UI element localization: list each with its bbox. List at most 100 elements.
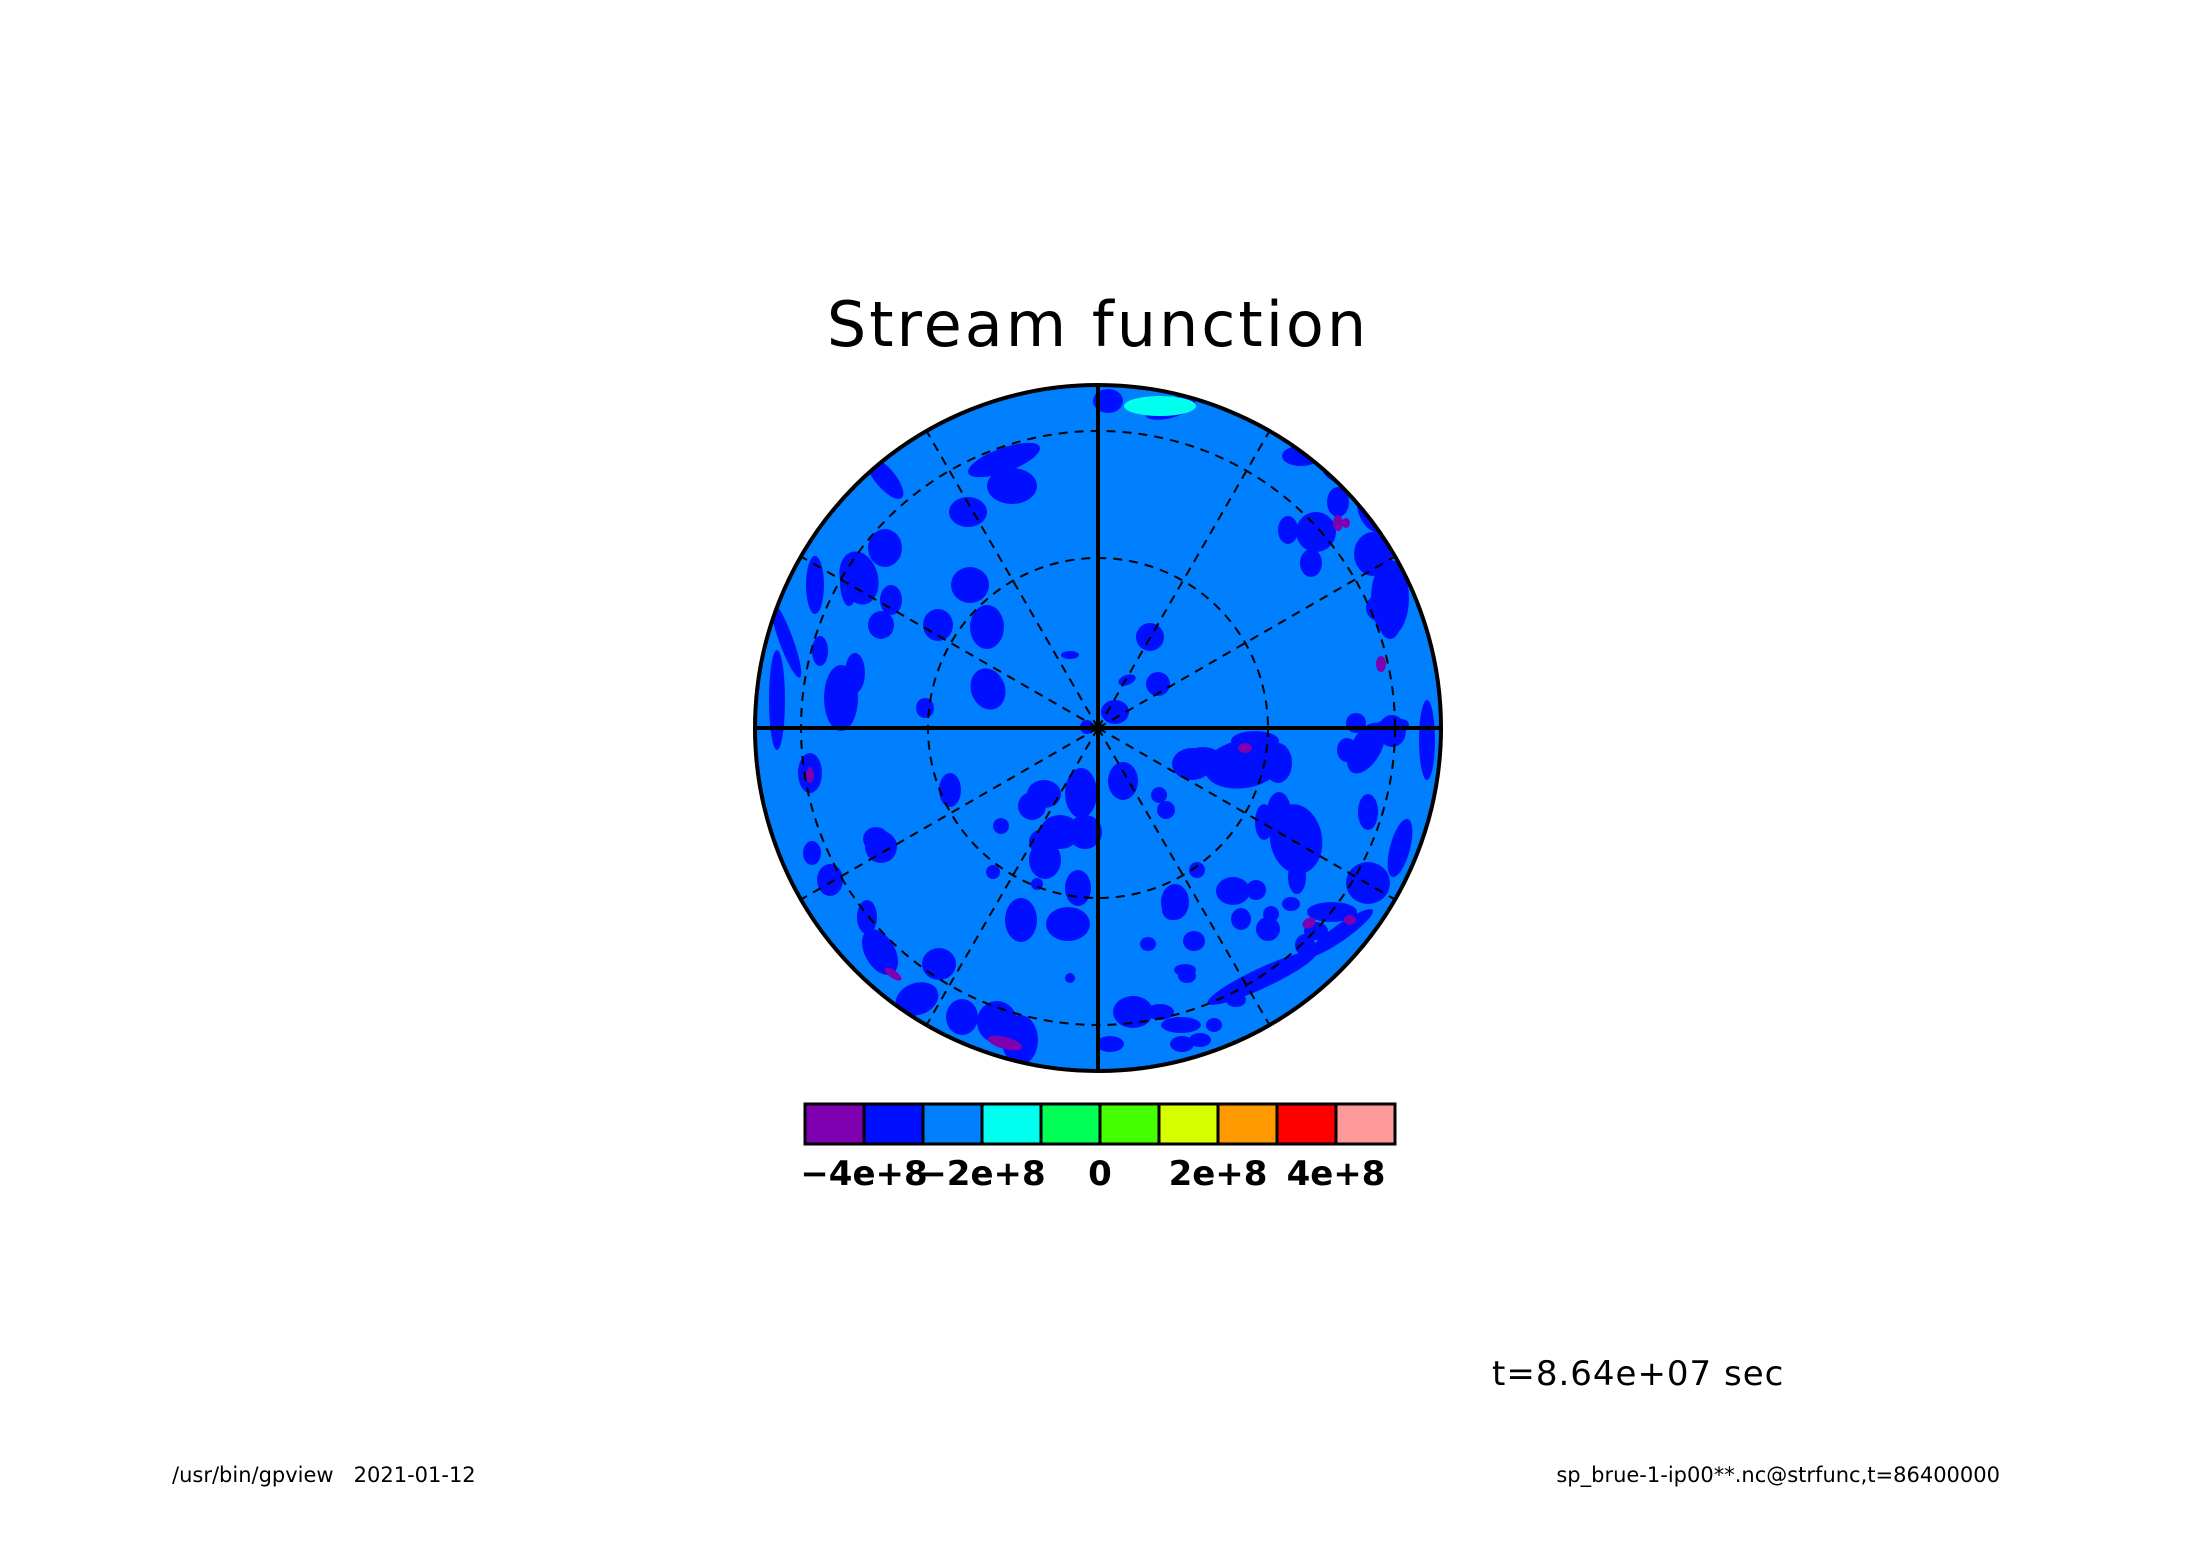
contour-region — [1124, 396, 1196, 416]
contour-region — [916, 698, 934, 718]
contour-region — [1302, 917, 1316, 929]
contour-region — [824, 665, 858, 731]
time-label: t=8.64e+07 sec — [1492, 1354, 1784, 1394]
contour-region — [970, 668, 1006, 710]
contour-region — [1296, 512, 1336, 552]
contour-region — [1118, 674, 1136, 686]
colorbar-tick-label: 0 — [1088, 1154, 1112, 1194]
contour-region — [987, 1035, 1023, 1051]
contour-region — [1261, 394, 1293, 416]
colorbar-box — [803, 1102, 866, 1146]
contour-region — [1174, 964, 1196, 976]
contour-region — [1170, 1036, 1194, 1052]
contour-region — [770, 602, 802, 678]
colorbar-boxes — [803, 1102, 1397, 1146]
contour-region — [1005, 898, 1037, 942]
contour-region — [1337, 738, 1357, 762]
contour-region — [986, 865, 1000, 879]
contour-region — [1151, 787, 1167, 803]
colorbar-box — [1098, 1102, 1161, 1146]
contour-region — [769, 650, 785, 750]
contour-region — [1216, 877, 1250, 905]
contour-region — [1300, 549, 1322, 577]
contour-region — [1206, 1018, 1222, 1032]
colorbar-tick-label: 4e+8 — [1287, 1154, 1386, 1194]
contour-region — [1061, 651, 1079, 659]
contour-region — [1264, 743, 1292, 783]
colorbar-box — [1334, 1102, 1397, 1146]
contour-region — [1002, 1015, 1038, 1065]
colorbar-box — [921, 1102, 984, 1146]
contour-region — [1306, 909, 1374, 957]
contour-region — [840, 556, 858, 606]
contour-region — [1358, 794, 1378, 830]
contour-region — [1146, 672, 1170, 696]
contour-region — [1161, 1017, 1201, 1033]
globe — [753, 383, 1443, 1073]
contour-region — [987, 468, 1037, 504]
colorbar: −4e+8 −2e+8 0 2e+8 4e+8 — [800, 1102, 1397, 1194]
contour-region — [1140, 937, 1156, 951]
contour-region — [1189, 862, 1205, 878]
contour-region — [1101, 700, 1129, 724]
contour-region — [1278, 516, 1298, 544]
contour-region — [865, 831, 897, 863]
contour-region — [1189, 1033, 1211, 1047]
contour-region — [803, 841, 821, 865]
globe-outline — [753, 383, 1443, 1073]
colorbar-box — [1157, 1102, 1220, 1146]
contour-region — [1282, 897, 1300, 911]
contour-region — [895, 982, 939, 1016]
contour-region — [1046, 907, 1090, 941]
graticule — [755, 385, 1441, 1071]
contour-region — [1342, 518, 1350, 528]
colorbar-tick-label: 2e+8 — [1169, 1154, 1268, 1194]
contour-region — [1021, 921, 1035, 935]
contour-region — [1018, 792, 1046, 820]
contour-region — [1113, 996, 1153, 1028]
contour-region — [970, 605, 1004, 649]
contour-region — [1238, 743, 1252, 753]
colorbar-box — [862, 1102, 925, 1146]
contour-region — [946, 999, 978, 1035]
colorbar-box — [1275, 1102, 1338, 1146]
contour-region — [1029, 841, 1061, 879]
contour-region — [993, 818, 1009, 834]
contour-region — [939, 773, 961, 807]
contour-region — [1093, 389, 1123, 413]
contour-region — [1246, 880, 1266, 900]
contour-region — [1355, 538, 1389, 564]
contour-region — [868, 529, 902, 567]
contour-region — [880, 585, 902, 615]
footer-right: sp_brue-1-ip00**.nc@strfunc,t=86400000 — [1556, 1463, 2000, 1488]
contour-region — [1419, 700, 1435, 780]
contour-region — [1269, 804, 1323, 874]
contour-region — [923, 609, 953, 641]
contour-region — [868, 611, 894, 639]
contour-region — [1162, 900, 1182, 920]
contour-region — [1096, 1036, 1124, 1052]
contour-region — [968, 442, 1040, 478]
contour-region — [1333, 515, 1343, 531]
contour-region — [884, 967, 902, 981]
contour-region — [1333, 523, 1339, 529]
contour-region — [1065, 973, 1075, 983]
contour-region — [1376, 656, 1386, 672]
contour-region — [1065, 768, 1097, 818]
contour-region — [806, 767, 814, 783]
contour-region — [1256, 917, 1280, 941]
contour-region — [1379, 603, 1401, 639]
colorbar-box — [1039, 1102, 1102, 1146]
contour-region — [1065, 870, 1091, 906]
contour-region — [812, 636, 828, 666]
contour-region — [861, 929, 899, 975]
colorbar-box — [980, 1102, 1043, 1146]
colorbar-box — [1216, 1102, 1279, 1146]
contour-region — [1327, 487, 1349, 517]
contour-region — [1387, 818, 1413, 878]
contour-region — [783, 995, 817, 1045]
contour-region — [1183, 931, 1205, 951]
contour-region — [1068, 815, 1102, 849]
contour-region — [922, 948, 956, 980]
